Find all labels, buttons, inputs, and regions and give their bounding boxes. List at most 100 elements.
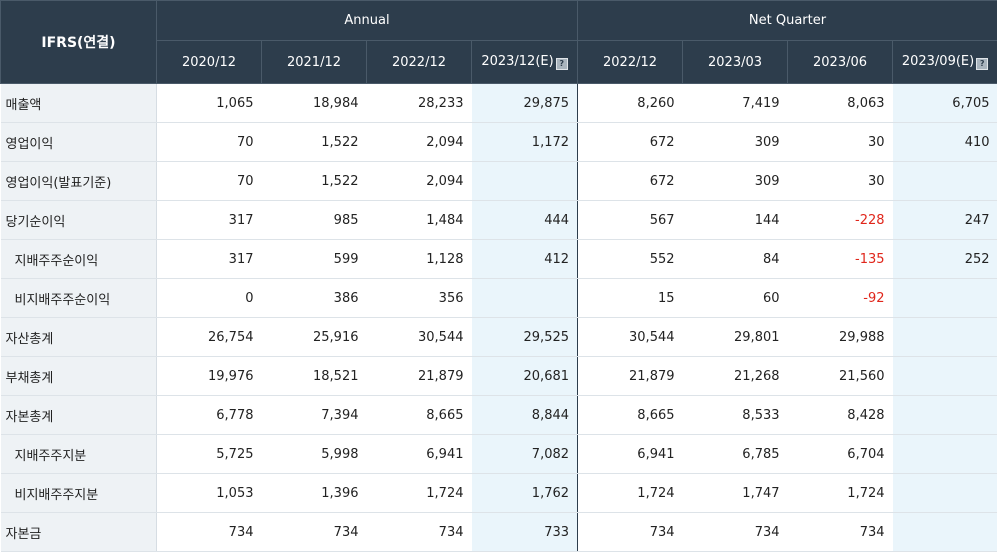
table-cell: 2,094 [367, 123, 472, 162]
table-cell: 1,724 [788, 474, 893, 513]
table-cell: 21,268 [683, 357, 788, 396]
table-cell: 7,419 [683, 84, 788, 123]
table-cell: 60 [683, 279, 788, 318]
table-cell [893, 357, 997, 396]
table-cell: 1,053 [157, 474, 262, 513]
table-cell: 1,128 [367, 240, 472, 279]
period-label: 2023/09(E) [902, 54, 974, 69]
table-cell: 8,260 [578, 84, 683, 123]
table-cell: 29,525 [472, 318, 578, 357]
table-cell: -228 [788, 201, 893, 240]
row-label[interactable]: 지배주주순이익 [1, 240, 157, 279]
period-header: 2023/06 [788, 41, 893, 84]
table-cell: 21,879 [367, 357, 472, 396]
table-cell: 26,754 [157, 318, 262, 357]
table-cell: 15 [578, 279, 683, 318]
table-cell: 6,704 [788, 435, 893, 474]
table-cell: 8,428 [788, 396, 893, 435]
table-cell: 552 [578, 240, 683, 279]
table-cell [893, 396, 997, 435]
table-cell [893, 318, 997, 357]
table-cell: 7,394 [262, 396, 367, 435]
table-cell: 8,665 [367, 396, 472, 435]
period-header-estimate: 2023/09(E)? [893, 41, 997, 84]
table-cell: 70 [157, 123, 262, 162]
row-label[interactable]: 비지배주주순이익 [1, 279, 157, 318]
row-label[interactable]: 영업이익 [1, 123, 157, 162]
table-cell: 30 [788, 162, 893, 201]
table-cell: 412 [472, 240, 578, 279]
row-label[interactable]: 자산총계 [1, 318, 157, 357]
table-cell [472, 162, 578, 201]
row-label[interactable]: 매출액 [1, 84, 157, 123]
table-cell: 21,560 [788, 357, 893, 396]
table-cell: 6,941 [578, 435, 683, 474]
table-cell: 21,879 [578, 357, 683, 396]
info-icon[interactable]: ? [556, 58, 568, 70]
table-cell: 8,665 [578, 396, 683, 435]
table-cell: 28,233 [367, 84, 472, 123]
table-cell: 734 [683, 513, 788, 552]
table-cell: 29,988 [788, 318, 893, 357]
row-label[interactable]: 영업이익(발표기준) [1, 162, 157, 201]
table-cell: 1,065 [157, 84, 262, 123]
table-cell [472, 279, 578, 318]
table-cell: 356 [367, 279, 472, 318]
table-cell: 8,063 [788, 84, 893, 123]
period-header: 2022/12 [578, 41, 683, 84]
table-cell: 252 [893, 240, 997, 279]
table-cell: 5,725 [157, 435, 262, 474]
table-cell: 247 [893, 201, 997, 240]
table-cell: 1,172 [472, 123, 578, 162]
table-cell: 84 [683, 240, 788, 279]
period-header: 2023/03 [683, 41, 788, 84]
table-cell: 18,984 [262, 84, 367, 123]
table-cell: 1,747 [683, 474, 788, 513]
table-cell: 7,082 [472, 435, 578, 474]
table-cell: 6,705 [893, 84, 997, 123]
table-cell: 6,941 [367, 435, 472, 474]
table-cell: 734 [157, 513, 262, 552]
table-cell: 30 [788, 123, 893, 162]
table-cell: 0 [157, 279, 262, 318]
period-header: 2021/12 [262, 41, 367, 84]
row-label[interactable]: 비지배주주지분 [1, 474, 157, 513]
table-cell: 734 [262, 513, 367, 552]
table-cell [893, 279, 997, 318]
table-cell: 6,785 [683, 435, 788, 474]
table-cell: 309 [683, 123, 788, 162]
row-label[interactable]: 자본총계 [1, 396, 157, 435]
table-cell: 1,724 [367, 474, 472, 513]
row-label[interactable]: 자본금 [1, 513, 157, 552]
table-cell: 317 [157, 240, 262, 279]
table-cell: 672 [578, 123, 683, 162]
row-label[interactable]: 부채총계 [1, 357, 157, 396]
period-header-estimate: 2023/12(E)? [472, 41, 578, 84]
table-cell: 18,521 [262, 357, 367, 396]
group-header-annual: Annual [157, 1, 578, 41]
table-cell: 19,976 [157, 357, 262, 396]
table-cell: 672 [578, 162, 683, 201]
table-cell: 1,724 [578, 474, 683, 513]
row-label[interactable]: 당기순이익 [1, 201, 157, 240]
table-cell: 1,522 [262, 123, 367, 162]
period-label: 2023/12(E) [481, 54, 553, 69]
info-icon[interactable]: ? [976, 58, 988, 70]
table-cell: 317 [157, 201, 262, 240]
table-cell: 20,681 [472, 357, 578, 396]
table-cell: 6,778 [157, 396, 262, 435]
table-cell: 70 [157, 162, 262, 201]
table-cell: 309 [683, 162, 788, 201]
table-cell: 8,533 [683, 396, 788, 435]
row-label[interactable]: 지배주주지분 [1, 435, 157, 474]
table-cell [893, 435, 997, 474]
